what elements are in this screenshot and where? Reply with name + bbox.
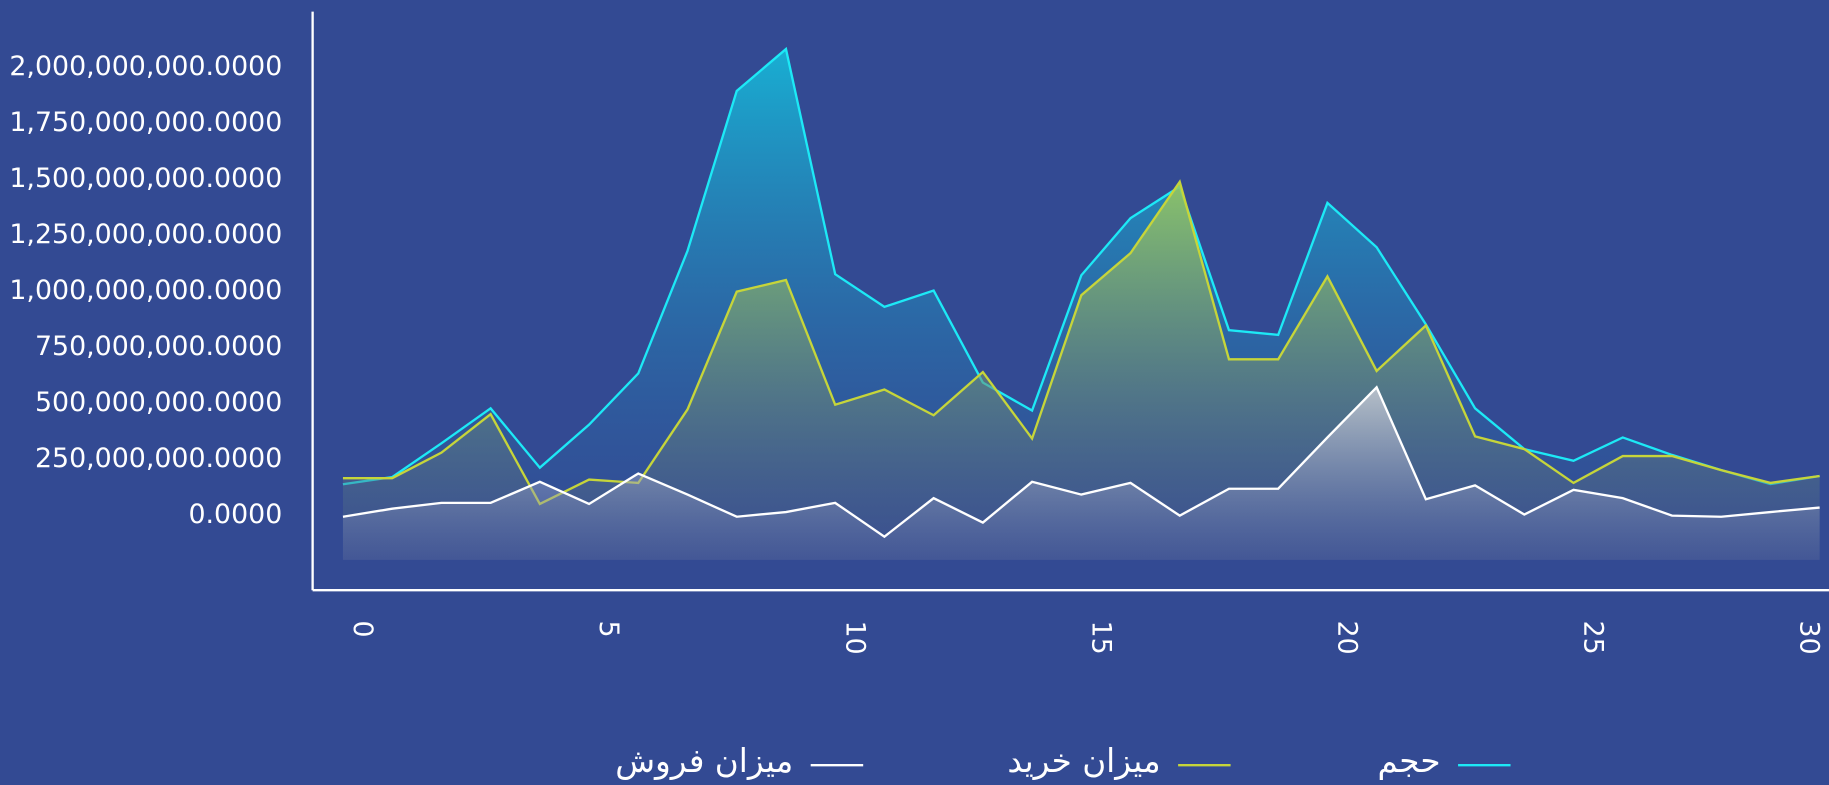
line [342,46,1820,486]
legend-label: حجم [1378,742,1441,780]
y-tick-label: 1,000,000,000.0000 [9,275,282,306]
y-tick-label: 1,500,000,000.0000 [9,163,282,194]
line [342,179,1820,506]
y-tick-label: 250,000,000.0000 [35,443,282,474]
legend-label: میزان فروش [615,742,793,780]
x-tick-label: 15 [1085,621,1116,655]
x-tick-label: 20 [1332,621,1363,655]
x-tick-label: 10 [839,621,870,655]
area [342,181,1820,560]
area [342,387,1820,560]
y-tick-label: 0.0000 [188,499,282,530]
x-tick-label: 25 [1578,621,1609,655]
y-tick-label: 1,250,000,000.0000 [9,219,282,250]
line [342,385,1820,539]
x-tick-label: 30 [1793,621,1824,655]
y-tick-label: 500,000,000.0000 [35,387,282,418]
y-tick-label: 2,000,000,000.0000 [9,51,282,82]
x-tick-label: 0 [347,621,378,638]
x-tick-label: 5 [593,621,624,638]
y-tick-label: 750,000,000.0000 [35,331,282,362]
legend-label: میزان خرید [1007,742,1160,780]
y-tick-label: 1,750,000,000.0000 [9,107,282,138]
